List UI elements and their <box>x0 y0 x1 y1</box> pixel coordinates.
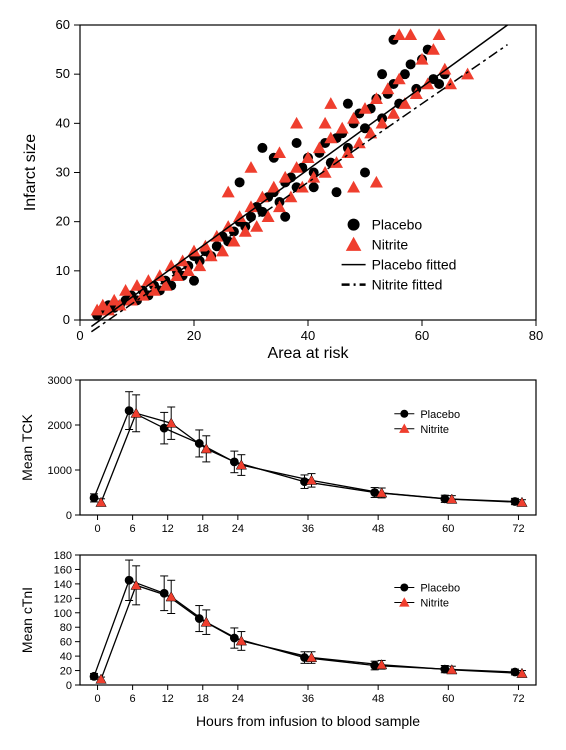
placebo-point <box>309 182 319 192</box>
svg-text:72: 72 <box>512 523 524 535</box>
svg-text:6: 6 <box>130 523 136 535</box>
svg-text:6: 6 <box>130 693 136 705</box>
nitrite-point <box>370 176 383 188</box>
svg-text:50: 50 <box>56 66 70 81</box>
svg-text:120: 120 <box>54 593 72 605</box>
placebo-point <box>189 276 199 286</box>
placebo-point <box>235 177 245 187</box>
svg-text:0: 0 <box>94 523 100 535</box>
scatter-chart: 0 20 40 60 80 0 10 20 30 40 50 60 Area at risk Infarc… <box>10 10 556 370</box>
svg-text:18: 18 <box>197 523 209 535</box>
svg-text:0: 0 <box>76 328 83 343</box>
placebo-point <box>377 69 387 79</box>
nitrite-point <box>153 269 166 281</box>
svg-text:0: 0 <box>66 510 72 522</box>
nitrite-point <box>336 122 349 134</box>
svg-text:Infarct size: Infarct size <box>22 134 39 211</box>
svg-text:12: 12 <box>162 693 174 705</box>
nitrite-point <box>324 97 337 109</box>
nitrite-point <box>393 28 406 40</box>
svg-text:Placebo: Placebo <box>420 583 460 595</box>
svg-text:3000: 3000 <box>48 375 72 387</box>
svg-text:40: 40 <box>301 328 315 343</box>
nitrite-point <box>347 181 360 193</box>
svg-text:160: 160 <box>54 564 72 576</box>
svg-text:18: 18 <box>197 693 209 705</box>
svg-text:20: 20 <box>56 214 70 229</box>
nitrite-point <box>290 117 303 129</box>
nitrite-point <box>250 220 263 232</box>
svg-text:Placebo: Placebo <box>420 409 460 421</box>
svg-text:24: 24 <box>232 523 244 535</box>
nitrite-point <box>404 28 417 40</box>
svg-text:Area at risk: Area at risk <box>268 345 350 362</box>
placebo-point <box>280 212 290 222</box>
svg-text:20: 20 <box>187 328 201 343</box>
svg-text:Placebo: Placebo <box>372 217 423 233</box>
svg-text:12: 12 <box>162 523 174 535</box>
svg-text:60: 60 <box>442 693 454 705</box>
svg-text:Placebo fitted: Placebo fitted <box>372 257 457 273</box>
svg-text:Mean cTnI: Mean cTnI <box>19 587 35 653</box>
svg-text:20: 20 <box>60 666 72 678</box>
nitrite-point <box>245 161 258 173</box>
svg-text:24: 24 <box>232 693 244 705</box>
svg-text:100: 100 <box>54 608 72 620</box>
nitrite-point <box>222 186 235 198</box>
tck-chart: 0 6 12 18 24 36 48 60 72 0 1000 2000 3000 Mean TCK Pla… <box>10 370 556 545</box>
nitrite-point <box>438 63 451 75</box>
svg-text:30: 30 <box>56 165 70 180</box>
svg-text:40: 40 <box>56 115 70 130</box>
placebo-point <box>406 59 416 69</box>
svg-text:72: 72 <box>512 693 524 705</box>
nitrite-point <box>142 274 155 286</box>
placebo-point <box>434 79 444 89</box>
nitrite-point <box>353 137 366 149</box>
placebo-point <box>332 187 342 197</box>
svg-text:140: 140 <box>54 579 72 591</box>
svg-text:48: 48 <box>372 693 384 705</box>
svg-text:40: 40 <box>60 651 72 663</box>
svg-text:10: 10 <box>56 263 70 278</box>
placebo-point <box>360 168 370 178</box>
svg-text:80: 80 <box>529 328 543 343</box>
svg-text:Mean TCK: Mean TCK <box>19 414 35 481</box>
svg-text:80: 80 <box>60 622 72 634</box>
nitrite-point <box>319 117 332 129</box>
svg-text:0: 0 <box>66 680 72 692</box>
placebo-point <box>257 143 267 153</box>
svg-text:Nitrite: Nitrite <box>420 424 449 436</box>
figure-container: 0204060800102030405060Area at riskInfarc… <box>10 10 556 740</box>
nitrite-point <box>119 284 132 296</box>
svg-text:0: 0 <box>94 693 100 705</box>
svg-text:0: 0 <box>63 312 70 327</box>
svg-text:Nitrite: Nitrite <box>420 598 449 610</box>
svg-text:60: 60 <box>415 328 429 343</box>
svg-text:2000: 2000 <box>48 420 72 432</box>
svg-text:36: 36 <box>302 693 314 705</box>
svg-text:60: 60 <box>56 17 70 32</box>
svg-text:180: 180 <box>54 550 72 562</box>
svg-text:Hours from infusion to blood s: Hours from infusion to blood sample <box>196 713 420 729</box>
nitrite-point <box>387 107 400 119</box>
nitrite-point <box>273 146 286 158</box>
svg-text:1000: 1000 <box>48 465 72 477</box>
svg-text:60: 60 <box>442 523 454 535</box>
svg-text:Nitrite: Nitrite <box>372 237 409 253</box>
svg-text:Nitrite fitted: Nitrite fitted <box>372 277 443 293</box>
svg-text:48: 48 <box>372 523 384 535</box>
svg-text:60: 60 <box>60 637 72 649</box>
svg-text:36: 36 <box>302 523 314 535</box>
ctni-chart: 0 6 12 18 24 36 48 60 72 0 20 40 60 80 100 120 140 160 180… <box>10 545 556 740</box>
nitrite-point <box>131 279 144 291</box>
nitrite-point <box>433 28 446 40</box>
placebo-point <box>343 99 353 109</box>
placebo-point <box>292 138 302 148</box>
